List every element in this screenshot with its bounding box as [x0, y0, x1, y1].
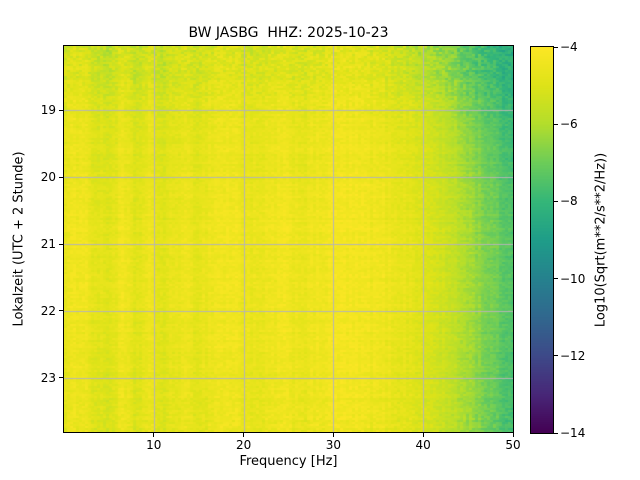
- colorbar-tick-mark: [554, 278, 558, 280]
- spectrogram-heatmap: [64, 46, 513, 432]
- x-tick-label: 50: [505, 438, 521, 452]
- colorbar-tick-mark: [554, 123, 558, 125]
- colorbar-tick-label: −14: [560, 426, 586, 440]
- y-axis-label: Lokalzeit (UTC + 2 Stunde): [11, 151, 27, 327]
- colorbar-tick-mark: [554, 355, 558, 357]
- colorbar-label: Log10(Sqrt(m**2/s**2/Hz)): [593, 152, 609, 328]
- colorbar-gradient: [531, 47, 553, 433]
- y-tick-label: 20: [40, 170, 56, 185]
- colorbar-tick-mark: [554, 432, 558, 434]
- x-tick-label: 20: [235, 438, 252, 452]
- colorbar-tick-label: −6: [560, 117, 578, 132]
- y-tick-mark: [59, 243, 63, 245]
- colorbar-tick-label: −8: [560, 194, 578, 209]
- colorbar-tick-label: −4: [560, 40, 578, 54]
- x-axis-label: Frequency [Hz]: [239, 454, 338, 469]
- colorbar-tick-mark: [554, 46, 558, 48]
- y-tick-mark: [59, 176, 63, 178]
- x-tick-mark: [422, 433, 424, 437]
- colorbar-tick-label: −12: [560, 348, 586, 363]
- x-tick-label: 10: [146, 438, 162, 452]
- colorbar-tick-mark: [554, 200, 558, 202]
- plot-area: [63, 45, 514, 433]
- x-tick-mark: [512, 433, 514, 437]
- y-tick-label: 21: [40, 237, 56, 252]
- y-tick-mark: [59, 109, 63, 111]
- y-tick-label: 23: [40, 370, 56, 385]
- x-tick-mark: [243, 433, 245, 437]
- y-tick-label: 22: [40, 303, 56, 318]
- y-tick-label: 19: [40, 103, 56, 118]
- x-tick-label: 30: [325, 438, 342, 452]
- x-tick-mark: [332, 433, 334, 437]
- colorbar-tick-label: −10: [560, 271, 586, 286]
- plot-title: BW JASBG HHZ: 2025-10-23: [188, 25, 389, 41]
- x-tick-mark: [153, 433, 155, 437]
- y-tick-mark: [59, 377, 63, 379]
- x-tick-label: 40: [415, 438, 431, 452]
- y-tick-mark: [59, 310, 63, 312]
- colorbar: [530, 46, 554, 434]
